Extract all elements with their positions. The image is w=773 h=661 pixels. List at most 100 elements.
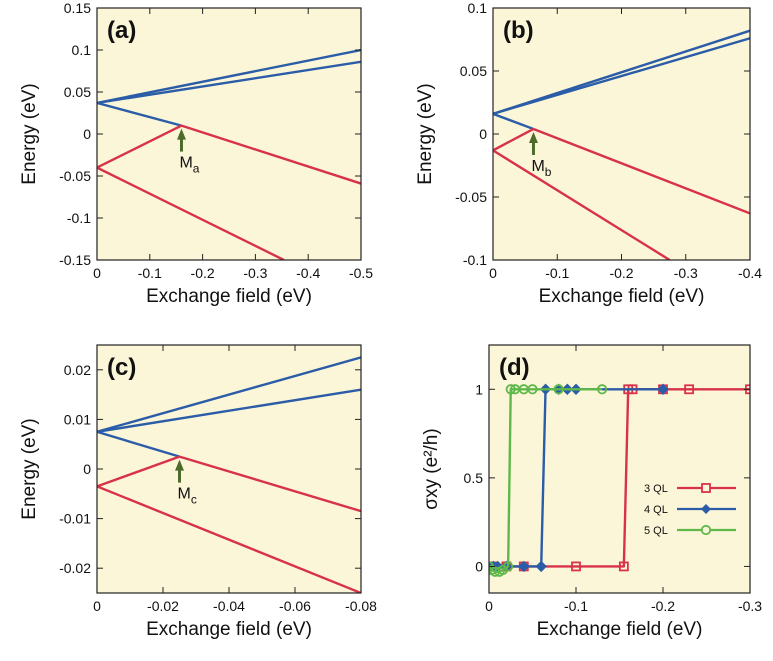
plot-background bbox=[489, 345, 750, 593]
x-tick-label: -0.2 bbox=[191, 265, 215, 281]
crossing-label: Mb bbox=[531, 158, 551, 179]
data-point-5ql bbox=[503, 561, 514, 572]
y-tick-label: -0.1 bbox=[463, 252, 487, 268]
y-tick-label: -0.15 bbox=[59, 252, 91, 268]
series-line-blue bbox=[97, 101, 182, 127]
crossing-label: Mc bbox=[178, 486, 197, 507]
data-point-3ql bbox=[684, 384, 694, 395]
x-tick-label: -0.3 bbox=[243, 265, 267, 281]
panel-c: 0 -0.02 -0.04 -0.06 -0.08 -0.02 -0.01 0 0.01 0.02… bbox=[19, 344, 377, 640]
x-axis-label: Exchange field (eV) bbox=[537, 619, 703, 640]
x-tick-label: -0.4 bbox=[296, 265, 320, 281]
x-tick-label: -0.2 bbox=[651, 598, 675, 614]
series-line-blue bbox=[493, 112, 534, 131]
x-tick-label: -0.1 bbox=[545, 265, 569, 281]
x-axis-label: Exchange field (eV) bbox=[146, 619, 312, 640]
crossing-annotation: Mb bbox=[528, 131, 552, 179]
y-tick-label: 0.05 bbox=[460, 63, 487, 79]
x-axis-label: Exchange field (eV) bbox=[146, 286, 312, 307]
plot-frame bbox=[488, 344, 751, 594]
x-axis-label: Exchange field (eV) bbox=[539, 286, 705, 307]
legend-label: 3 QL bbox=[644, 483, 668, 495]
series-line-red bbox=[533, 127, 750, 215]
series-line-red bbox=[97, 124, 183, 169]
x-tick-label: 0 bbox=[489, 265, 497, 281]
series-line-blue bbox=[97, 356, 361, 433]
y-tick-label: -0.01 bbox=[59, 511, 91, 527]
arrow-icon bbox=[528, 131, 538, 143]
y-tick-label: 0.1 bbox=[468, 0, 488, 16]
plot-background bbox=[97, 345, 361, 593]
series-line-red bbox=[181, 124, 361, 185]
x-tick-label: -0.1 bbox=[564, 598, 588, 614]
x-tick-label: -0.02 bbox=[147, 598, 179, 614]
x-tick-label: -0.08 bbox=[345, 598, 377, 614]
series-line-red bbox=[97, 455, 180, 488]
series-line-blue bbox=[493, 29, 750, 115]
legend-marker bbox=[700, 524, 712, 536]
y-tick-label: -0.05 bbox=[59, 168, 91, 184]
plot-area bbox=[489, 383, 750, 577]
plot-background bbox=[493, 8, 750, 260]
crossing-label: Ma bbox=[179, 155, 199, 176]
x-tick-label: 0 bbox=[485, 598, 493, 614]
y-axis-label: Energy (eV) bbox=[19, 83, 40, 184]
plot-area bbox=[97, 356, 361, 593]
panel-label: (a) bbox=[107, 17, 136, 44]
series-line-red bbox=[97, 166, 285, 260]
y-tick-label: -0.02 bbox=[59, 560, 91, 576]
series-line-blue bbox=[97, 60, 361, 105]
y-tick-label: 0.5 bbox=[464, 470, 484, 486]
x-tick-label: -0.1 bbox=[138, 265, 162, 281]
legend: 3 QL 4 QL 5 QL bbox=[644, 483, 736, 537]
data-point-5ql bbox=[596, 384, 608, 395]
series-line-red bbox=[493, 149, 671, 260]
x-tick-label: -0.3 bbox=[674, 265, 698, 281]
panel-label: (c) bbox=[107, 354, 136, 381]
y-tick-label: 0 bbox=[83, 126, 91, 142]
series-line-red bbox=[179, 455, 361, 513]
series-line-red bbox=[97, 485, 361, 593]
x-tick-label: 0 bbox=[93, 598, 101, 614]
plot-area bbox=[97, 48, 361, 260]
data-point-4ql bbox=[535, 560, 547, 573]
y-tick-label: 0.1 bbox=[72, 42, 92, 58]
legend-marker bbox=[701, 504, 711, 514]
data-point-4ql bbox=[657, 383, 669, 395]
panel-label: (d) bbox=[499, 354, 530, 381]
y-tick-label: 0.02 bbox=[64, 362, 91, 378]
legend-label: 4 QL bbox=[644, 504, 668, 516]
y-tick-label: -0.05 bbox=[455, 189, 487, 205]
x-tick-label: 0 bbox=[93, 265, 101, 281]
y-axis-label: σxy (e²/h) bbox=[421, 428, 442, 509]
y-tick-label: 0 bbox=[475, 558, 483, 574]
x-tick-label: -0.3 bbox=[738, 598, 762, 614]
legend-marker bbox=[701, 483, 711, 493]
data-point-5ql bbox=[553, 384, 564, 395]
legend-label: 5 QL bbox=[644, 525, 668, 537]
series-line-blue bbox=[97, 48, 361, 105]
data-point-5ql bbox=[527, 384, 538, 395]
series-line-blue bbox=[97, 430, 180, 458]
y-tick-label: 0.01 bbox=[64, 411, 91, 427]
arrow-icon bbox=[175, 459, 184, 471]
x-tick-label: -0.5 bbox=[349, 265, 373, 281]
y-tick-label: -0.1 bbox=[67, 210, 91, 226]
y-tick-label: 0 bbox=[83, 461, 91, 477]
series-line-blue bbox=[97, 388, 361, 433]
x-tick-label: -0.2 bbox=[609, 265, 633, 281]
x-tick-label: -0.4 bbox=[738, 265, 762, 281]
y-tick-label: 0 bbox=[479, 126, 487, 142]
plot-area bbox=[493, 29, 750, 260]
crossing-annotation: Mc bbox=[175, 459, 197, 507]
y-axis-label: Energy (eV) bbox=[19, 418, 40, 519]
x-tick-label: -0.06 bbox=[279, 598, 311, 614]
series-line-red bbox=[493, 127, 535, 152]
plot-background bbox=[97, 8, 361, 260]
data-point-4ql bbox=[518, 560, 530, 573]
y-axis-label: Energy (eV) bbox=[415, 83, 436, 184]
series-line-blue bbox=[493, 37, 750, 115]
data-point-3ql bbox=[571, 561, 581, 572]
y-tick-label: 0.15 bbox=[64, 0, 91, 16]
